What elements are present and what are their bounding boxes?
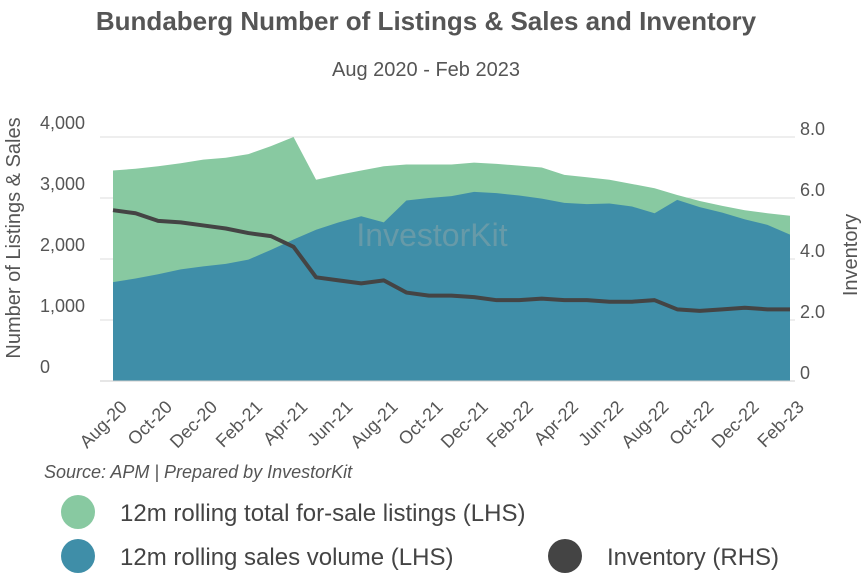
area: [113, 191, 790, 381]
x-tick-label: Dec-22: [708, 397, 763, 452]
x-tick-label: Aug-21: [346, 397, 401, 452]
y2-tick-label: 8.0: [800, 119, 825, 139]
y-tick-label: 4,000: [40, 113, 85, 133]
y-tick-label: 0: [40, 357, 50, 377]
x-tick-label: Dec-20: [166, 397, 221, 452]
x-tick-label: Feb-23: [753, 397, 807, 451]
y2-tick-label: 4.0: [800, 241, 825, 261]
x-tick-label: Jun-22: [574, 397, 627, 450]
legend-swatch: [548, 539, 582, 573]
x-tick-label: Jun-21: [303, 397, 356, 450]
x-tick-label: Aug-22: [617, 397, 672, 452]
watermark: InvestorKit: [356, 217, 507, 253]
legend: 12m rolling total for-sale listings (LHS…: [61, 495, 779, 573]
plot-area: 0 1,000 2,000 3,000 4,000 0 2.0 4.0 6.0 8.0 Aug-20…: [40, 113, 825, 452]
y-tick-label: 3,000: [40, 174, 85, 194]
line: [112, 208, 790, 313]
legend-label: 12m rolling sales volume (LHS): [120, 544, 453, 571]
x-tick-label: Feb-21: [212, 397, 266, 451]
y2-tick-label: 0: [800, 363, 810, 383]
legend-label: Inventory (RHS): [607, 544, 779, 571]
y2-tick-label: 2.0: [800, 302, 825, 322]
y2-tick-label: 6.0: [800, 180, 825, 200]
y-tick-label: 1,000: [40, 296, 85, 316]
y-axis-label: Number of Listings & Sales: [3, 117, 25, 358]
x-tick-label: Dec-21: [437, 397, 492, 452]
legend-label: 12m rolling total for-sale listings (LHS…: [120, 500, 525, 527]
legend-swatch: [61, 539, 95, 573]
x-tick-label: Feb-22: [483, 397, 537, 451]
x-tick-label: Aug-20: [76, 397, 131, 452]
x-tick-label: Apr-22: [530, 397, 582, 449]
legend-swatch: [61, 495, 95, 529]
y-tick-label: 2,000: [40, 235, 85, 255]
y2-axis-label: Inventory: [840, 214, 862, 296]
x-tick-label: Apr-21: [259, 397, 311, 449]
chart-title: Bundaberg Number of Listings & Sales and…: [96, 6, 757, 36]
source-note: Source: APM | Prepared by InvestorKit: [44, 462, 353, 482]
chart-subtitle: Aug 2020 - Feb 2023: [332, 59, 520, 81]
